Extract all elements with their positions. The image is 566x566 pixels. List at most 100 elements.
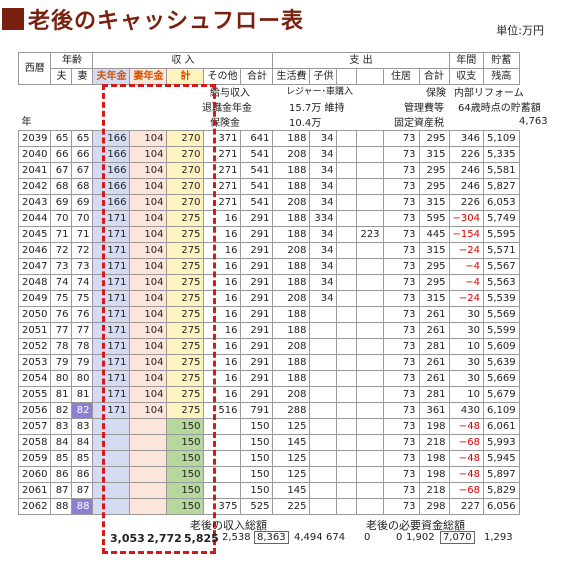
table-row: 2041 67 67 166 104 270 271 541 188 34 73 295 246 5,58… [17,162,520,179]
cell-age-husband: 82 [50,402,73,419]
cell-living-cost: 208 [272,338,311,355]
cell-wife-pension: 104 [129,146,168,163]
cell-annual-balance: 30 [448,322,485,339]
cell-age-husband: 65 [50,130,73,147]
cell-income-total: 291 [240,370,274,387]
cell-other-income [203,434,242,451]
cell-expense-total: 361 [418,402,450,419]
cell-income-total: 291 [240,306,274,323]
cell-living-cost: 145 [272,434,311,451]
cell-child-cost [309,386,338,403]
table-row: 2054 80 80 171 104 275 16 291 188 73 261 30 5,669 [17,370,520,387]
cell-savings-balance: 5,109 [483,130,520,147]
cell-year: 2039 [17,130,52,147]
cell-living-cost: 208 [272,194,311,211]
col-goukei2: 合計 [418,68,450,85]
cell-husband-pension [92,498,131,515]
cell-age-wife: 88 [71,498,94,515]
cell-child-cost [309,466,338,483]
note-hoken: 保険金 [210,118,240,129]
cell-husband-pension: 171 [92,226,131,243]
cell-expense-total: 281 [418,338,450,355]
cell-income-total: 150 [240,418,274,435]
cell-other-income: 16 [203,226,242,243]
cell-housing: 73 [382,418,420,435]
cell-living-cost: 188 [272,274,311,291]
cell-housing: 73 [382,162,420,179]
cell-annual-balance: 30 [448,306,485,323]
cell-wife-pension: 104 [129,194,168,211]
cell-other-income: 16 [203,338,242,355]
cell-wife-pension: 104 [129,370,168,387]
cell-other-income: 371 [203,130,242,147]
table-row: 2061 87 87 150 150 145 73 218 −68 5,829 [17,482,520,499]
cell-year: 2047 [17,258,52,275]
cell-housing: 73 [382,194,420,211]
title-square-icon [2,8,24,30]
cell-age-husband: 80 [50,370,73,387]
cell-age-wife: 85 [71,450,94,467]
cell-husband-pension: 171 [92,322,131,339]
col-zandaka: 残高 [483,68,520,85]
cell-husband-pension: 166 [92,194,131,211]
cell-annual-balance: 227 [448,498,485,515]
cell-year: 2054 [17,370,52,387]
note-reform: 内部リフォーム [454,88,524,99]
col-shishutsu: 支 出 [272,52,450,69]
total-kei: 5,825 [184,532,219,545]
cell-husband-pension: 166 [92,162,131,179]
cell-extra-1 [336,242,358,259]
cell-pension-sum: 275 [166,242,205,259]
cell-pension-sum: 270 [166,178,205,195]
cell-expense-total: 198 [418,418,450,435]
cell-living-cost: 188 [272,258,311,275]
cell-housing: 73 [382,242,420,259]
cell-savings-balance: 5,749 [483,210,520,227]
cell-housing: 73 [382,226,420,243]
cell-age-wife: 86 [71,466,94,483]
cell-expense-total: 295 [418,178,450,195]
cell-living-cost: 188 [272,322,311,339]
cell-income-total: 291 [240,274,274,291]
cell-husband-pension: 171 [92,338,131,355]
cell-child-cost: 34 [309,146,338,163]
cell-living-cost: 188 [272,210,311,227]
cell-year: 2052 [17,338,52,355]
cell-extra-1 [336,178,358,195]
cell-husband-pension: 171 [92,402,131,419]
cell-savings-balance: 5,599 [483,322,520,339]
cell-housing: 73 [382,434,420,451]
cell-pension-sum: 275 [166,210,205,227]
cell-pension-sum: 270 [166,146,205,163]
cell-extra-1 [336,226,358,243]
cell-other-income: 271 [203,146,242,163]
cell-housing: 73 [382,306,420,323]
col-blank-1 [336,68,358,85]
cell-savings-balance: 5,993 [483,434,520,451]
cell-income-total: 541 [240,194,274,211]
note-157: 15.7万 維持 [289,103,345,114]
cell-income-total: 291 [240,226,274,243]
cell-income-total: 541 [240,146,274,163]
cell-extra-2 [356,194,384,211]
cell-extra-2: 223 [356,226,384,243]
cell-income-total: 291 [240,258,274,275]
cell-housing: 73 [382,402,420,419]
cell-other-income: 271 [203,194,242,211]
cell-extra-2 [356,306,384,323]
cell-income-total: 291 [240,290,274,307]
cell-savings-balance: 5,581 [483,162,520,179]
note-kyuyo: 給与収入 [210,88,250,99]
cell-wife-pension: 104 [129,130,168,147]
cell-income-total: 291 [240,386,274,403]
cell-savings-balance: 6,053 [483,194,520,211]
table-row: 2047 73 73 171 104 275 16 291 188 34 73 295 −4 5,567 [17,258,520,275]
cell-pension-sum: 270 [166,194,205,211]
cell-year: 2051 [17,322,52,339]
cell-extra-2 [356,434,384,451]
cell-husband-pension [92,450,131,467]
cell-other-income: 16 [203,210,242,227]
col-jukyo: 住居 [382,68,420,85]
cell-housing: 73 [382,130,420,147]
cell-pension-sum: 275 [166,274,205,291]
